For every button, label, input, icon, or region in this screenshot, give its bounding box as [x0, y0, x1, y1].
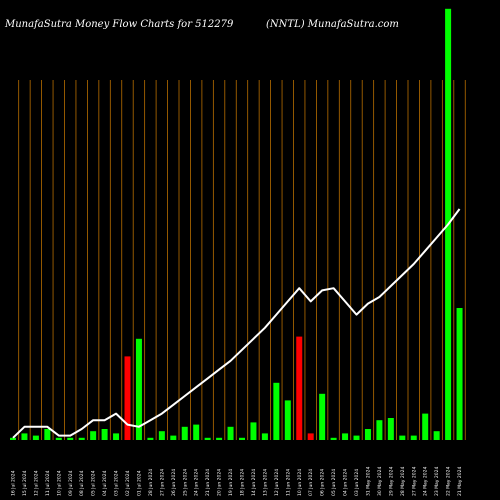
x-tick-label: 01 Jul 2024 — [136, 470, 142, 496]
x-tick-label: 31 May 2024 — [365, 467, 371, 496]
money-flow-bar — [44, 429, 51, 440]
money-flow-bar — [55, 437, 62, 440]
money-flow-bar — [239, 437, 245, 440]
x-tick-label: 29 May 2024 — [388, 467, 394, 496]
chart-subtitle: (NNTL) MunafaSutra.com — [266, 19, 399, 30]
x-tick-label: 06 Jun 2024 — [320, 469, 326, 496]
x-tick-label: 21 May 2024 — [457, 467, 463, 496]
x-tick-label: 30 May 2024 — [377, 467, 383, 496]
chart-title: MunafaSutra Money Flow Charts for 512279 — [5, 19, 234, 30]
x-tick-label: 13 Jun 2024 — [262, 469, 268, 496]
x-tick-label: 21 Jun 2024 — [205, 469, 211, 496]
money-flow-bar — [330, 437, 337, 440]
money-flow-bar — [78, 437, 85, 440]
money-flow-bar — [90, 431, 97, 440]
money-flow-bar — [399, 435, 406, 440]
money-flow-bar — [422, 413, 429, 440]
money-flow-bar — [67, 437, 74, 440]
x-tick-label: 10 Jun 2024 — [297, 469, 303, 496]
money-flow-bar — [124, 356, 131, 440]
money-flow-bar — [353, 435, 360, 440]
money-flow-bar — [216, 437, 223, 440]
money-flow-bar — [296, 336, 303, 440]
money-flow-bar — [193, 424, 200, 440]
money-flow-bar — [204, 437, 211, 440]
money-flow-bar — [307, 433, 314, 440]
x-tick-label: 05 Jun 2024 — [331, 469, 337, 496]
money-flow-bar — [456, 308, 463, 440]
money-flow-bar — [32, 435, 39, 440]
x-tick-label: 26 Jun 2024 — [171, 469, 177, 496]
x-tick-label: 12 Jul 2024 — [33, 470, 39, 496]
money-flow-bar — [158, 431, 165, 440]
money-flow-bar — [101, 429, 108, 440]
x-tick-label: 16 Jul 2024 — [11, 470, 17, 496]
x-tick-label: 09 Jul 2024 — [68, 470, 74, 496]
money-flow-bar — [113, 433, 120, 440]
money-flow-bar — [181, 426, 188, 440]
x-tick-label: 15 Jul 2024 — [22, 470, 28, 496]
x-tick-label: 27 Jun 2024 — [159, 469, 165, 496]
x-tick-label: 28 May 2024 — [400, 467, 406, 496]
x-tick-label: 11 Jun 2024 — [285, 469, 291, 496]
money-flow-bar — [273, 382, 280, 440]
x-tick-label: 19 Jun 2024 — [228, 469, 234, 496]
x-tick-label: 03 Jun 2024 — [354, 469, 360, 496]
money-flow-bar — [135, 338, 142, 440]
x-tick-label: 12 Jun 2024 — [274, 469, 280, 496]
money-flow-bar — [364, 429, 371, 440]
x-tick-label: 07 Jun 2024 — [308, 469, 314, 496]
x-tick-label: 23 May 2024 — [434, 467, 440, 496]
x-tick-label: 27 May 2024 — [411, 467, 417, 496]
x-tick-label: 05 Jul 2024 — [91, 470, 97, 496]
money-flow-bar — [10, 437, 16, 440]
money-flow-bar — [433, 431, 440, 440]
x-tick-label: 20 Jun 2024 — [217, 469, 223, 496]
trend-line — [12, 208, 461, 439]
x-tick-label: 28 Jun 2024 — [148, 469, 154, 496]
x-tick-label: 14 Jun 2024 — [251, 469, 257, 496]
money-flow-bar — [21, 433, 28, 440]
money-flow-bar — [147, 437, 154, 440]
money-flow-bar — [284, 400, 291, 440]
money-flow-bar — [261, 433, 268, 440]
money-flow-bar — [387, 418, 394, 440]
x-tick-label: 24 Jun 2024 — [194, 469, 200, 496]
money-flow-bar — [376, 420, 383, 440]
x-tick-label: 04 Jun 2024 — [343, 469, 349, 496]
money-flow-bar — [410, 435, 417, 440]
money-flow-bar — [342, 433, 349, 440]
x-tick-label: 18 Jun 2024 — [240, 469, 246, 496]
x-tick-label: 04 Jul 2024 — [102, 470, 108, 496]
money-flow-bar — [227, 426, 234, 440]
x-tick-label: 24 May 2024 — [423, 467, 429, 496]
x-tick-label: 11 Jul 2024 — [45, 470, 51, 496]
money-flow-bar — [250, 422, 257, 440]
x-tick-label: 22 May 2024 — [446, 467, 452, 496]
x-tick-label: 03 Jul 2024 — [114, 470, 120, 496]
x-tick-label: 08 Jul 2024 — [79, 470, 85, 496]
x-tick-label: 10 Jul 2024 — [56, 470, 62, 496]
money-flow-bar — [170, 435, 177, 440]
x-tick-label: 25 Jun 2024 — [182, 469, 188, 496]
x-tick-label: 02 Jul 2024 — [125, 470, 131, 496]
money-flow-bar — [319, 393, 326, 440]
